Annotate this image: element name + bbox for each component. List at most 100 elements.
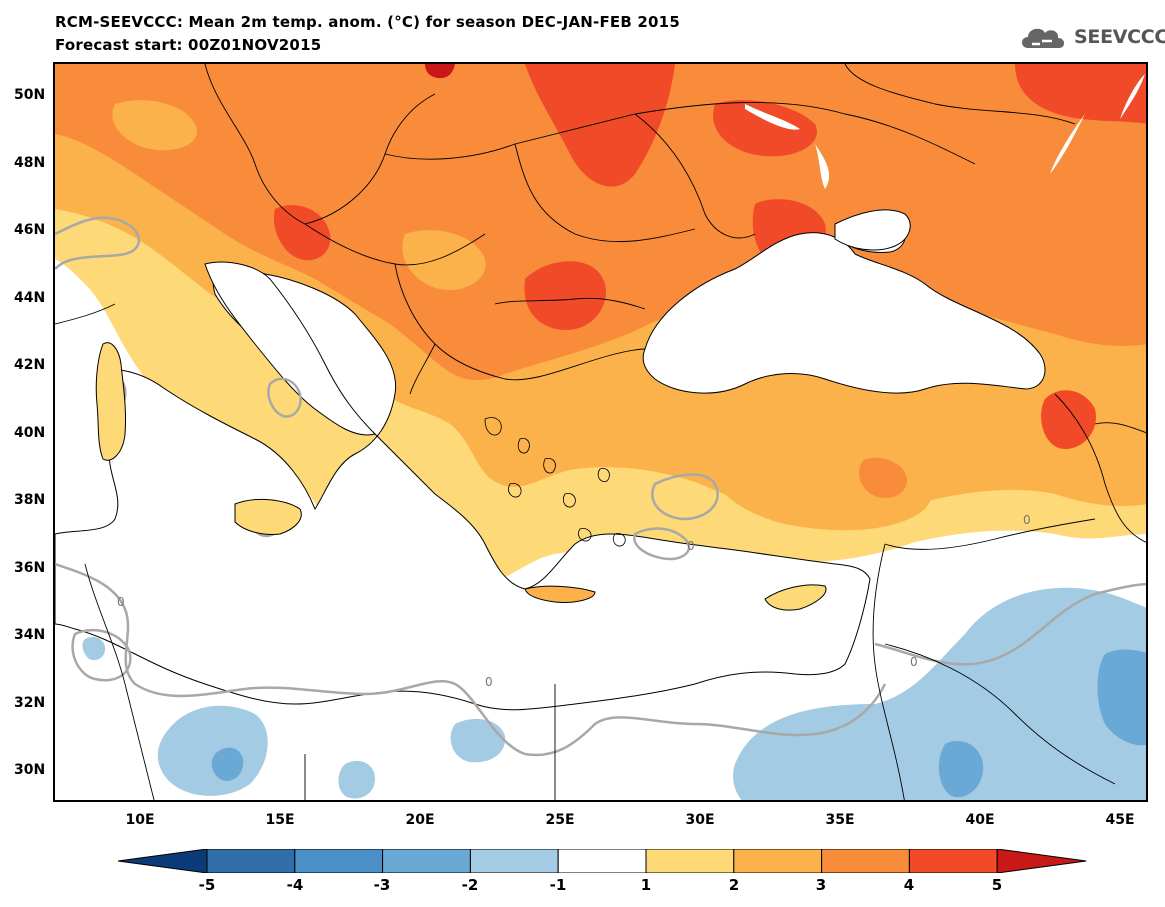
- anomaly-patch-4-5-caucasus: [1041, 390, 1096, 449]
- island-outline: [562, 493, 576, 508]
- border-line: [884, 518, 1096, 550]
- lon-label: 10E: [125, 812, 155, 828]
- cold-band-minus1-minus2-egypt: [450, 718, 506, 763]
- border-line: [634, 113, 756, 239]
- contour-label: 0: [117, 595, 125, 609]
- colorbar-segment: [645, 849, 735, 873]
- river-sliver: [1050, 114, 1085, 174]
- contour-label: 0: [485, 675, 493, 689]
- anomaly-island-2-3-hungary: [402, 230, 486, 290]
- colorbar-label: 2: [728, 876, 740, 894]
- lat-label: 36N: [14, 560, 46, 576]
- border-line: [204, 64, 306, 225]
- island-outline: [508, 482, 522, 498]
- rivers: [745, 74, 1145, 189]
- river-sliver: [745, 104, 800, 130]
- cold-band-minus1-minus2-libya: [157, 705, 268, 796]
- cold-band-minus1-minus2-sinai: [338, 760, 375, 799]
- anomaly-patch-4-5-ukraine: [713, 100, 817, 157]
- border-line: [634, 102, 976, 165]
- border-line: [884, 643, 1116, 785]
- lat-label: 44N: [14, 290, 46, 306]
- colorbar-segment: [733, 849, 823, 873]
- lon-label: 35E: [825, 812, 855, 828]
- zero-contour-labels: 0 0 0 0 0: [117, 513, 1031, 689]
- colorbar-label: -3: [373, 876, 391, 894]
- island-outline: [484, 417, 502, 436]
- colorbar-label: 4: [903, 876, 915, 894]
- colorbar-segment: [469, 849, 559, 873]
- cold-anomaly-field: [82, 587, 1146, 800]
- zero-contour-africa: [55, 562, 887, 757]
- sicily: [234, 499, 302, 535]
- border-line: [504, 348, 646, 381]
- anomaly-island-2-3-west: [112, 100, 197, 151]
- island-outline: [612, 532, 626, 547]
- colorbar-segment: [206, 849, 296, 873]
- colorbar-segment: [821, 849, 910, 873]
- river-sliver: [1120, 74, 1145, 119]
- lat-label: 42N: [14, 357, 46, 373]
- anomaly-patch-4-5-alps: [273, 205, 331, 261]
- crete: [524, 585, 596, 603]
- adriatic-sea: [204, 261, 376, 436]
- colorbar-label: -2: [461, 876, 479, 894]
- border-line: [844, 64, 1076, 125]
- colorbar-label: 3: [815, 876, 827, 894]
- anomaly-anatolia-3-4: [858, 457, 908, 499]
- cold-band-minus1-minus2-east: [733, 587, 1146, 800]
- anomaly-anatolia-2-3: [705, 418, 935, 531]
- contour-label: 0: [910, 655, 918, 669]
- anomaly-patch-4-5-bulgaria: [524, 261, 606, 330]
- title-line-2: Forecast start: 00Z01NOV2015: [55, 36, 322, 54]
- anomaly-patch-4-5-north: [525, 64, 675, 187]
- border-line: [409, 343, 436, 395]
- zero-contour-east: [874, 582, 1146, 666]
- lat-label: 48N: [14, 155, 46, 171]
- cold-band-minus1-minus2-tunisia: [82, 637, 105, 661]
- border-line: [84, 563, 155, 800]
- lat-label: 50N: [14, 87, 46, 103]
- border-line: [1054, 393, 1146, 543]
- lat-label: 38N: [14, 492, 46, 508]
- colorbar-arrow-high: [996, 849, 1087, 873]
- black-sea: [642, 232, 1046, 394]
- island-outline: [597, 467, 610, 483]
- lat-label: 40N: [14, 425, 46, 441]
- border-line: [1094, 422, 1146, 434]
- lon-label: 20E: [405, 812, 435, 828]
- title-line-1: RCM-SEEVCCC: Mean 2m temp. anom. (°C) fo…: [55, 13, 680, 31]
- zero-contour-tunisia: [71, 628, 132, 682]
- lon-label: 15E: [265, 812, 295, 828]
- crimea: [834, 209, 911, 251]
- border-line: [872, 543, 905, 800]
- colorbar-label: -5: [198, 876, 216, 894]
- border-line: [55, 303, 116, 325]
- colorbar-label: 1: [640, 876, 652, 894]
- zero-contour-taurus: [633, 527, 691, 561]
- anomaly-patch-4-5-northeast: [1015, 64, 1146, 124]
- aegean-islands: [484, 417, 626, 547]
- colorbar-segment: [294, 849, 384, 873]
- zero-contour-west: [55, 216, 141, 270]
- lat-label: 34N: [14, 627, 46, 643]
- anomaly-patch-4-5-top: [425, 64, 455, 79]
- seevccc-logo: SEEVCCC: [1018, 22, 1165, 52]
- islands: [95, 209, 911, 611]
- anomaly-field: [55, 64, 1146, 586]
- colorbar-label: -4: [286, 876, 304, 894]
- colorbar: [118, 849, 1087, 873]
- map-panel: 0 0 0 0 0: [53, 62, 1148, 802]
- river-sliver: [815, 144, 830, 189]
- cold-band-minus2-minus3-libya: [211, 747, 244, 781]
- lon-label: 30E: [685, 812, 715, 828]
- anomaly-band-3-4: [55, 64, 1146, 381]
- island-outline: [578, 527, 592, 542]
- lat-label: 30N: [14, 762, 46, 778]
- country-borders: [55, 64, 1146, 800]
- colorbar-label: 5: [991, 876, 1003, 894]
- logo-text: SEEVCCC: [1074, 26, 1165, 48]
- island-outline: [517, 437, 530, 454]
- cloud-icon: [1022, 28, 1065, 48]
- contour-label: 0: [1023, 513, 1031, 527]
